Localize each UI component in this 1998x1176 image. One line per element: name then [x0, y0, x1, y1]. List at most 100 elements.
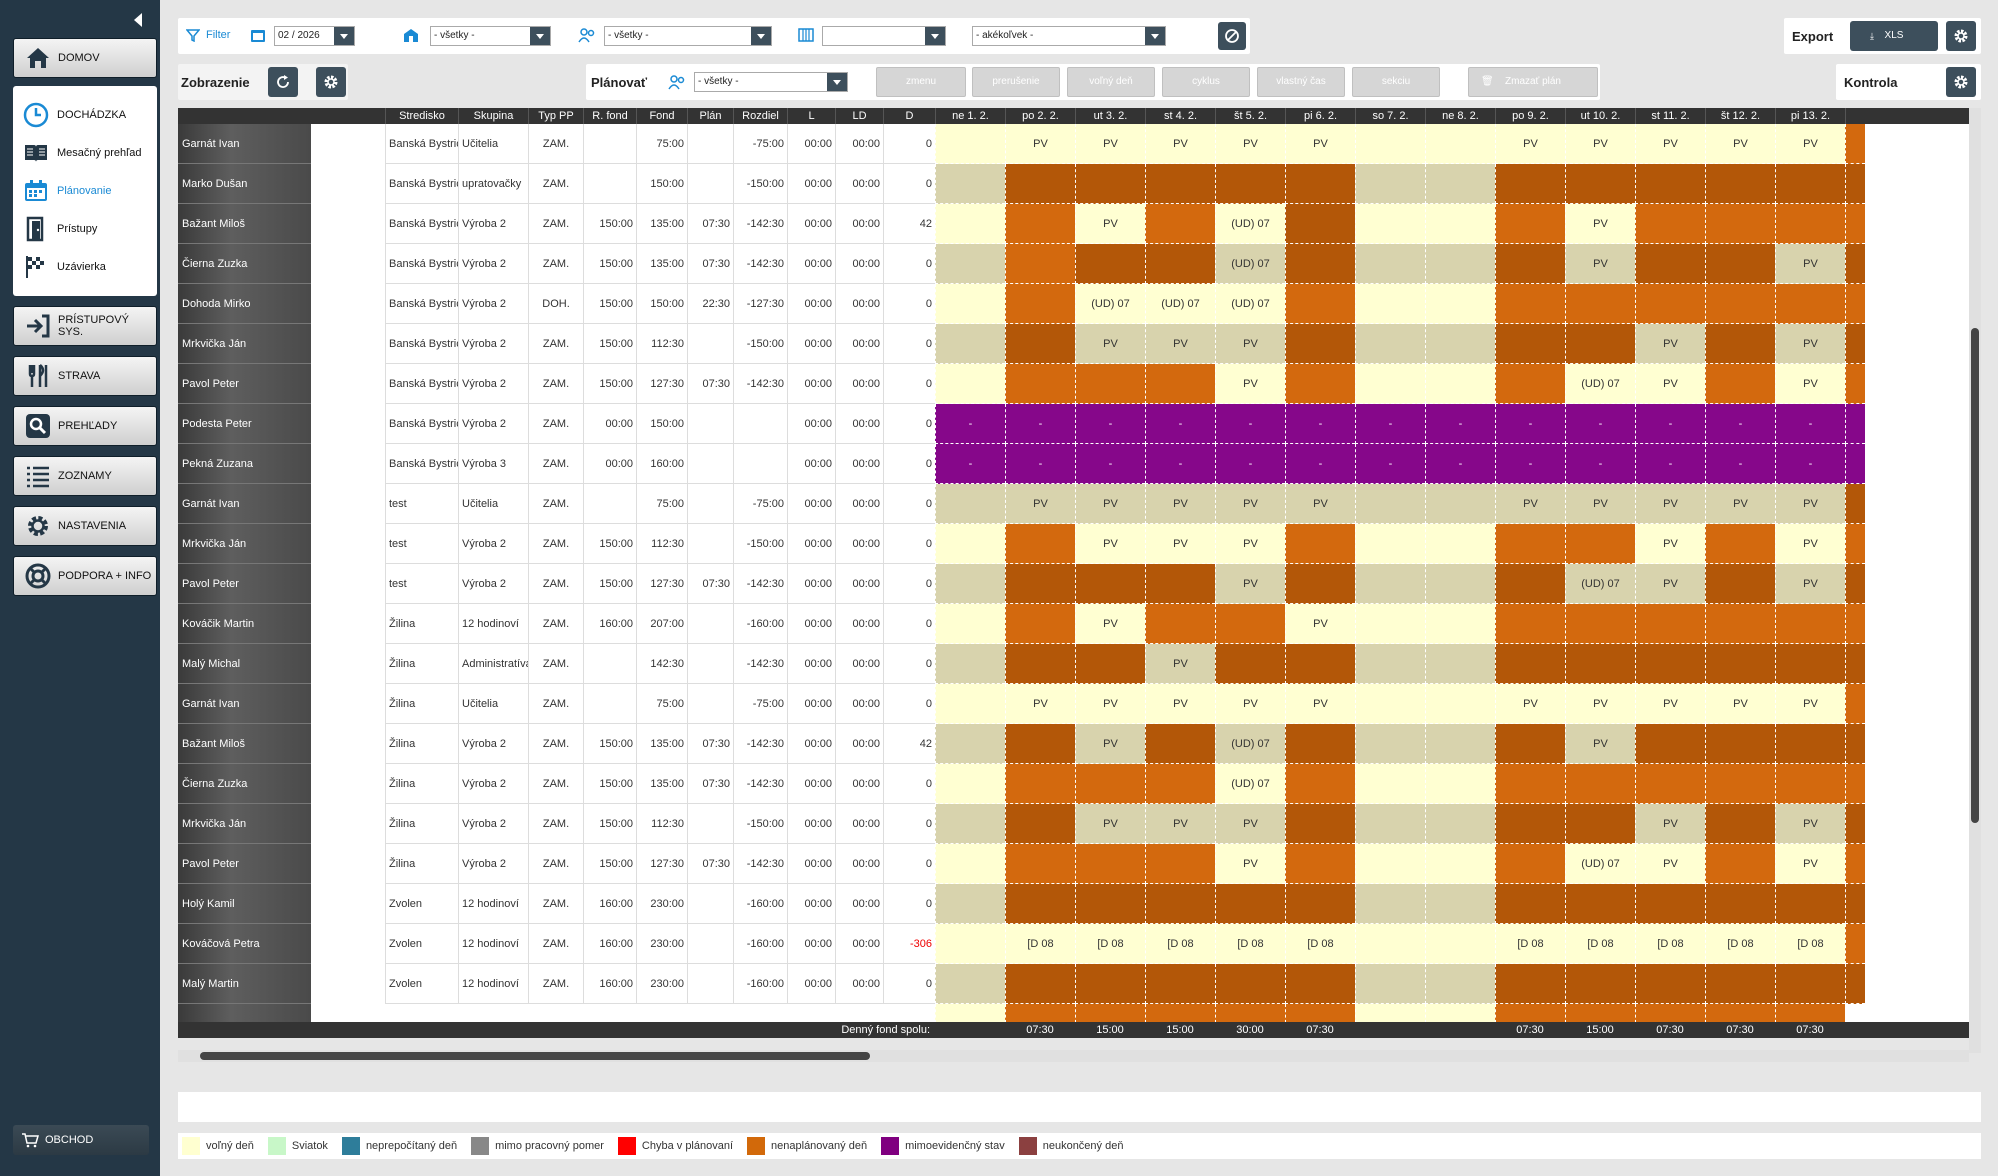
day-cell[interactable]	[1425, 604, 1495, 644]
day-cell[interactable]	[1285, 884, 1355, 924]
day-cell[interactable]: PV	[1635, 484, 1705, 524]
day-cell[interactable]: PV	[1775, 324, 1845, 364]
day-cell[interactable]	[1005, 284, 1075, 324]
day-cell[interactable]	[1355, 204, 1425, 244]
day-cell[interactable]	[1285, 804, 1355, 844]
plan-cycle-button[interactable]: cyklus	[1162, 67, 1250, 97]
day-header[interactable]: ne 8. 2.	[1425, 108, 1495, 124]
day-cell[interactable]	[1425, 644, 1495, 684]
day-cell[interactable]: PV	[1775, 524, 1845, 564]
day-cell[interactable]: PV	[1635, 364, 1705, 404]
employee-name[interactable]: Bažant Miloš	[178, 204, 311, 244]
day-cell[interactable]	[1565, 884, 1635, 924]
day-cell[interactable]: [D 08	[1215, 924, 1285, 964]
day-cell[interactable]	[1075, 564, 1145, 604]
day-cell[interactable]: PV	[1285, 684, 1355, 724]
day-cell[interactable]: PV	[1215, 844, 1285, 884]
day-cell[interactable]	[1425, 964, 1495, 1004]
day-cell[interactable]	[1495, 204, 1565, 244]
day-cell[interactable]	[1285, 564, 1355, 604]
day-cell[interactable]: PV	[1285, 604, 1355, 644]
day-cell[interactable]	[1425, 684, 1495, 724]
day-cell[interactable]	[1215, 884, 1285, 924]
day-cell[interactable]: [D 08	[1495, 924, 1565, 964]
day-cell[interactable]: PV	[1775, 244, 1845, 284]
day-cell[interactable]	[1495, 724, 1565, 764]
day-cell[interactable]: PV	[1215, 364, 1285, 404]
column-header[interactable]: D	[883, 108, 935, 124]
day-header[interactable]: st 4. 2.	[1145, 108, 1215, 124]
day-cell[interactable]	[1075, 644, 1145, 684]
day-cell[interactable]: (UD) 07	[1565, 844, 1635, 884]
nav-support[interactable]: PODPORA + INFO	[13, 556, 157, 596]
day-cell[interactable]	[1775, 164, 1845, 204]
day-cell[interactable]: -	[1285, 444, 1355, 484]
day-cell[interactable]: PV	[1565, 204, 1635, 244]
day-cell[interactable]	[1355, 724, 1425, 764]
plan-day-off-button[interactable]: voľný deň	[1067, 67, 1155, 97]
day-cell[interactable]	[1005, 884, 1075, 924]
day-cell[interactable]	[935, 284, 1005, 324]
nav-monthly-overview[interactable]: Mesačný prehľad	[13, 134, 157, 172]
day-cell[interactable]	[1285, 204, 1355, 244]
nav-settings[interactable]: NASTAVENIA	[13, 506, 157, 546]
nav-lists[interactable]: ZOZNAMY	[13, 456, 157, 496]
vertical-scroll-thumb[interactable]	[1971, 328, 1979, 823]
day-cell[interactable]	[1495, 524, 1565, 564]
day-cell[interactable]	[1355, 524, 1425, 564]
day-cell[interactable]: -	[1495, 444, 1565, 484]
day-cell[interactable]	[1635, 644, 1705, 684]
day-header[interactable]: st 11. 2.	[1635, 108, 1705, 124]
day-cell[interactable]	[1005, 324, 1075, 364]
day-cell[interactable]	[935, 964, 1005, 1004]
day-cell[interactable]: -	[1355, 444, 1425, 484]
day-cell[interactable]	[1355, 284, 1425, 324]
day-cell[interactable]	[1495, 804, 1565, 844]
employee-name[interactable]: Garnát Ivan	[178, 484, 311, 524]
day-cell[interactable]	[1005, 204, 1075, 244]
day-cell[interactable]	[1285, 244, 1355, 284]
day-cell[interactable]	[1635, 204, 1705, 244]
day-cell[interactable]	[1705, 324, 1775, 364]
day-cell[interactable]	[1005, 724, 1075, 764]
day-cell[interactable]	[935, 364, 1005, 404]
day-cell[interactable]	[1285, 524, 1355, 564]
day-cell[interactable]	[1075, 844, 1145, 884]
day-cell[interactable]: [D 08	[1005, 924, 1075, 964]
plan-interruption-button[interactable]: prerušenie	[972, 67, 1060, 97]
day-cell[interactable]: PV	[1635, 844, 1705, 884]
day-cell[interactable]	[1285, 164, 1355, 204]
day-cell[interactable]: PV	[1215, 324, 1285, 364]
day-cell[interactable]: -	[935, 404, 1005, 444]
day-cell[interactable]	[1565, 644, 1635, 684]
day-cell[interactable]	[935, 724, 1005, 764]
day-cell[interactable]	[1635, 884, 1705, 924]
day-cell[interactable]	[1425, 524, 1495, 564]
day-cell[interactable]	[1705, 884, 1775, 924]
day-cell[interactable]: PV	[1215, 524, 1285, 564]
reset-filter-button[interactable]	[1218, 22, 1246, 50]
day-cell[interactable]: PV	[1075, 204, 1145, 244]
day-cell[interactable]: PV	[1075, 484, 1145, 524]
day-cell[interactable]: PV	[1145, 324, 1215, 364]
day-cell[interactable]: PV	[1775, 844, 1845, 884]
day-cell[interactable]	[1705, 204, 1775, 244]
day-cell[interactable]: PV	[1565, 244, 1635, 284]
day-cell[interactable]	[1355, 164, 1425, 204]
day-cell[interactable]: PV	[1775, 564, 1845, 604]
day-cell[interactable]: PV	[1215, 564, 1285, 604]
day-cell[interactable]: PV	[1285, 124, 1355, 164]
employee-name[interactable]: Pavol Peter	[178, 844, 311, 884]
day-cell[interactable]: (UD) 07	[1145, 284, 1215, 324]
day-cell[interactable]: (UD) 07	[1215, 284, 1285, 324]
day-cell[interactable]	[935, 124, 1005, 164]
day-cell[interactable]: -	[1145, 444, 1215, 484]
type-select[interactable]: - akékoľvek -	[972, 26, 1166, 46]
day-cell[interactable]	[1565, 964, 1635, 1004]
day-cell[interactable]	[1495, 164, 1565, 204]
nav-meals[interactable]: STRAVA	[13, 356, 157, 396]
day-cell[interactable]	[1215, 644, 1285, 684]
day-cell[interactable]: [D 08	[1775, 924, 1845, 964]
horizontal-scrollbar[interactable]	[178, 1050, 1969, 1062]
day-cell[interactable]	[1215, 164, 1285, 204]
